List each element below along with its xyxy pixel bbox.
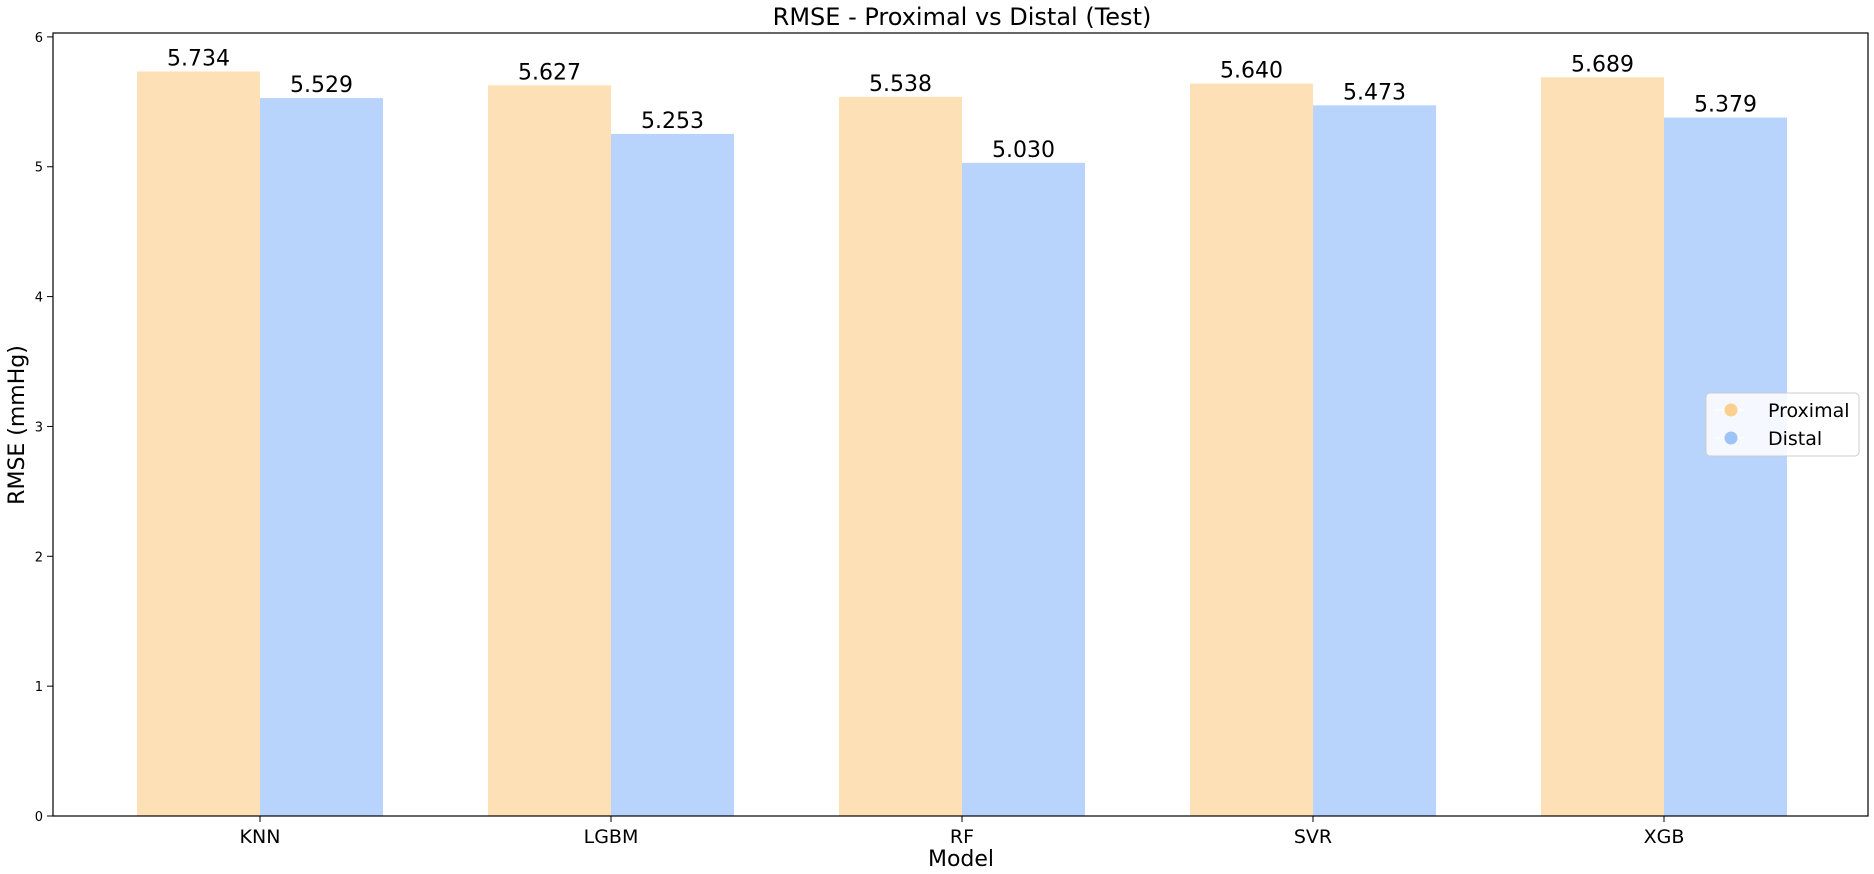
y-tick-label-2: 2 (35, 550, 43, 565)
bar-distal-xgb (1664, 117, 1787, 816)
legend-label-distal: Distal (1768, 428, 1822, 450)
bars-layer (137, 71, 1787, 817)
bar-distal-knn (260, 98, 383, 816)
chart-title: RMSE - Proximal vs Distal (Test) (773, 3, 1152, 31)
data-label-distal-svr: 5.473 (1343, 80, 1406, 105)
data-label-proximal-knn: 5.734 (167, 46, 230, 71)
x-axis-ticks: KNN LGBM RF SVR XGB (240, 816, 1685, 848)
x-tick-label-lgbm: LGBM (584, 826, 639, 848)
data-label-proximal-rf: 5.538 (869, 72, 932, 97)
data-labels-layer: 5.734 5.529 5.627 5.253 5.538 5.030 5.640 5.473… (167, 46, 1757, 162)
y-axis-ticks: 0 1 2 3 4 5 6 (35, 31, 53, 825)
x-tick-label-rf: RF (950, 826, 974, 848)
x-tick-label-xgb: XGB (1644, 826, 1685, 848)
bar-proximal-rf (839, 96, 962, 816)
legend-marker-distal (1724, 431, 1738, 445)
y-tick-label-4: 4 (35, 291, 43, 306)
bar-distal-lgbm (611, 133, 734, 816)
data-label-distal-knn: 5.529 (290, 73, 353, 98)
y-tick-label-5: 5 (35, 161, 43, 176)
y-axis-label: RMSE (mmHg) (5, 345, 30, 505)
bar-proximal-lgbm (488, 85, 611, 817)
data-label-proximal-lgbm: 5.627 (518, 60, 581, 85)
x-tick-label-svr: SVR (1294, 826, 1332, 848)
bar-distal-svr (1313, 105, 1436, 817)
legend-marker-proximal (1724, 403, 1738, 417)
x-tick-label-knn: KNN (240, 826, 281, 848)
plot-frame (52, 32, 1869, 817)
y-tick-label-3: 3 (35, 420, 43, 435)
legend: Proximal Distal (1705, 392, 1860, 457)
x-axis-label: Model (928, 847, 994, 872)
legend-box (1705, 392, 1860, 457)
bar-proximal-svr (1190, 83, 1313, 817)
data-label-distal-rf: 5.030 (992, 138, 1055, 163)
legend-label-proximal: Proximal (1768, 400, 1850, 422)
y-tick-label-1: 1 (35, 680, 43, 695)
data-label-proximal-xgb: 5.689 (1571, 52, 1634, 77)
bar-proximal-xgb (1541, 77, 1664, 816)
y-tick-label-6: 6 (35, 31, 43, 46)
bar-proximal-knn (137, 71, 260, 817)
data-label-proximal-svr: 5.640 (1220, 59, 1283, 84)
data-label-distal-lgbm: 5.253 (641, 109, 704, 134)
y-tick-label-0: 0 (35, 810, 43, 825)
bar-distal-rf (962, 162, 1085, 816)
data-label-distal-xgb: 5.379 (1694, 93, 1757, 118)
